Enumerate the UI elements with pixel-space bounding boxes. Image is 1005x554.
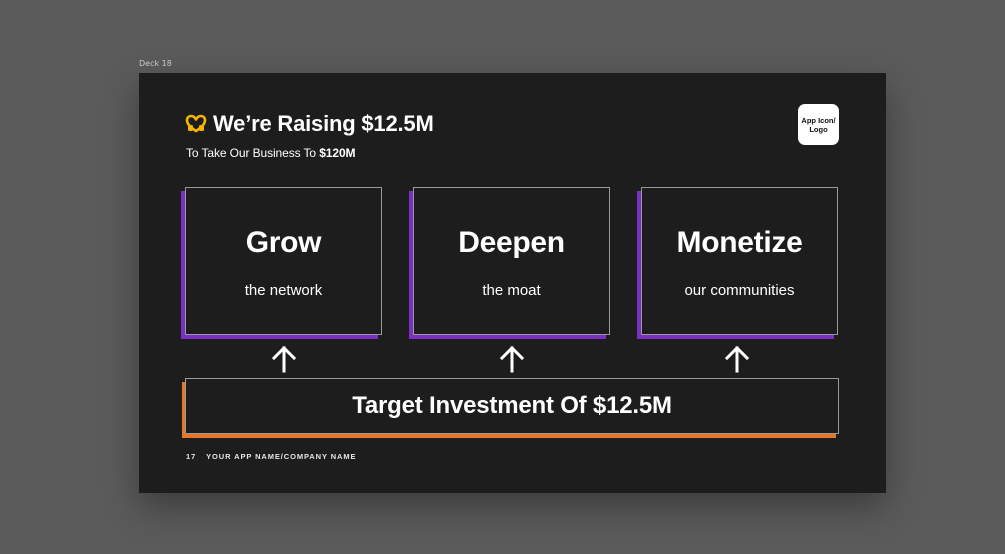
slide-subtitle: To Take Our Business To $120M — [186, 146, 356, 160]
card-title: Grow — [245, 226, 322, 259]
frame-label[interactable]: Deck 18 — [139, 59, 172, 68]
app-logo-placeholder: App Icon/ Logo — [798, 104, 839, 145]
hands-heart-icon — [185, 113, 207, 135]
card-subtitle: our communities — [684, 282, 795, 299]
subtitle-amount: $120M — [319, 146, 356, 160]
card-grow: Grow the network — [185, 187, 382, 335]
company-name: YOUR APP NAME/COMPANY NAME — [206, 452, 357, 461]
card-deepen: Deepen the moat — [413, 187, 610, 335]
target-investment-text: Target Investment Of $12.5M — [352, 392, 672, 419]
logo-line-2: Logo — [809, 124, 828, 134]
card-title: Deepen — [458, 226, 565, 259]
card-subtitle: the moat — [482, 282, 541, 299]
card-subtitle: the network — [244, 282, 323, 299]
slide[interactable]: We’re Raising $12.5M To Take Our Busines… — [139, 73, 886, 493]
subtitle-prefix: To Take Our Business To — [186, 146, 320, 160]
arrow-up-icon — [271, 345, 297, 373]
target-investment-bar: Target Investment Of $12.5M — [185, 378, 839, 434]
slide-title: We’re Raising $12.5M — [213, 111, 434, 136]
logo-line-1: App Icon/ — [801, 115, 836, 125]
page-number: 17 — [186, 452, 197, 461]
card-monetize: Monetize our communities — [641, 187, 838, 335]
title-row: We’re Raising $12.5M — [185, 111, 434, 137]
slide-footer: 17 YOUR APP NAME/COMPANY NAME — [186, 452, 356, 461]
card-title: Monetize — [676, 226, 803, 259]
arrow-up-icon — [499, 345, 525, 373]
arrow-up-icon — [724, 345, 750, 373]
